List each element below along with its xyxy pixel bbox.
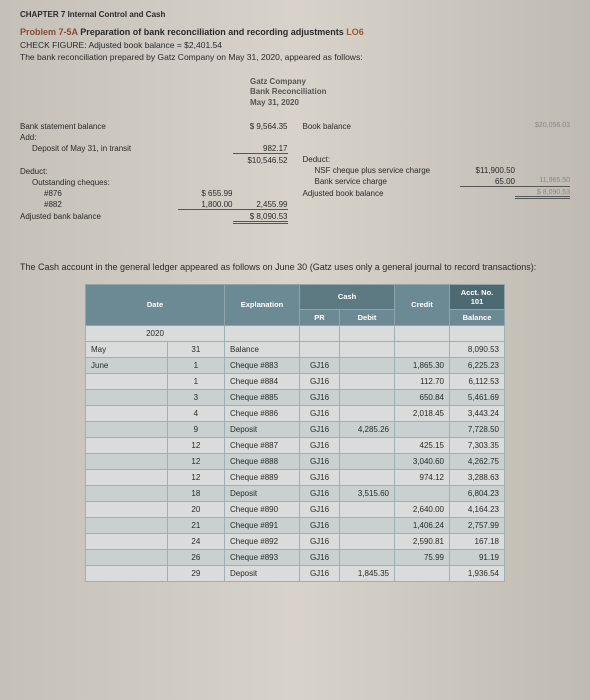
adj-book-label: Adjusted book balance xyxy=(303,189,516,199)
deduct-label-left: Deduct: xyxy=(20,167,288,176)
lo-tag: LO6 xyxy=(346,27,364,37)
bank-stmt-val: $ 9,564.35 xyxy=(233,122,288,131)
table-row: 1Cheque #884GJ16112.706,112.53 xyxy=(86,373,505,389)
acct-header: Acct. No. 101 xyxy=(450,284,505,309)
problem-title: Preparation of bank reconciliation and r… xyxy=(80,27,344,37)
cash-header: Cash xyxy=(300,284,395,309)
adj-bank-val: $ 8,090.53 xyxy=(233,212,288,224)
svc-label: Bank service charge xyxy=(303,177,461,187)
svc-total: 11,965.50 xyxy=(515,177,570,187)
problem-line: Problem 7-5A Preparation of bank reconci… xyxy=(20,27,570,37)
table-row: 12Cheque #888GJ163,040.604,262.75 xyxy=(86,453,505,469)
problem-code: Problem 7-5A xyxy=(20,27,78,37)
add-label: Add: xyxy=(20,133,288,142)
col-pr: PR xyxy=(300,309,340,325)
ledger-year: 2020 xyxy=(86,325,225,341)
cheque-882-label: #882 xyxy=(20,200,178,210)
table-row: 24Cheque #892GJ162,590.81167.18 xyxy=(86,533,505,549)
check-figure: CHECK FIGURE: Adjusted book balance = $2… xyxy=(20,40,570,50)
reconciliation-block: Gatz Company Bank Reconciliation May 31,… xyxy=(20,77,570,246)
table-row: 12Cheque #887GJ16425.157,303.35 xyxy=(86,437,505,453)
recon-date: May 31, 2020 xyxy=(250,98,326,108)
table-row: 20Cheque #890GJ162,640.004,164.23 xyxy=(86,501,505,517)
table-row: June1Cheque #883GJ161,865.306,225.23 xyxy=(86,357,505,373)
cheque-882-val: 1,800.00 xyxy=(178,200,233,210)
deposit-val: 982.17 xyxy=(233,144,288,154)
intro-text: The bank reconciliation prepared by Gatz… xyxy=(20,52,570,62)
outstanding-total: 2,455.99 xyxy=(233,200,288,210)
recon-header: Gatz Company Bank Reconciliation May 31,… xyxy=(250,77,326,108)
deposit-label: Deposit of May 31, in transit xyxy=(20,144,233,154)
cheque-876-val: $ 655.99 xyxy=(178,189,233,198)
chapter-header: CHAPTER 7 Internal Control and Cash xyxy=(20,10,570,19)
middle-paragraph: The Cash account in the general ledger a… xyxy=(20,261,570,274)
adj-book-val: $ 8,090.53 xyxy=(515,189,570,199)
recon-title: Bank Reconciliation xyxy=(250,87,326,97)
recon-company: Gatz Company xyxy=(250,77,326,87)
nsf-val: $11,900.50 xyxy=(460,166,515,175)
table-row: 26Cheque #893GJ1675.9991.19 xyxy=(86,549,505,565)
svc-val: 65.00 xyxy=(460,177,515,187)
deduct-label-right: Deduct: xyxy=(303,155,571,164)
ledger-table: Date Explanation Cash Credit Acct. No. 1… xyxy=(85,284,505,582)
table-row: May31Balance8,090.53 xyxy=(86,341,505,357)
table-row: 29DepositGJ161,845.351,936.54 xyxy=(86,565,505,581)
cheque-876-label: #876 xyxy=(20,189,178,198)
book-bal-val: $20,056.03 xyxy=(515,122,570,131)
left-subtotal: $10,546.52 xyxy=(233,156,288,165)
outstanding-label: Outstanding cheques: xyxy=(20,178,288,187)
table-row: 9DepositGJ164,285.267,728.50 xyxy=(86,421,505,437)
nsf-label: NSF cheque plus service charge xyxy=(303,166,461,175)
table-row: 21Cheque #891GJ161,406.242,757.99 xyxy=(86,517,505,533)
col-date: Date xyxy=(86,284,225,325)
col-credit: Credit xyxy=(395,284,450,325)
bank-stmt-label: Bank statement balance xyxy=(20,122,233,131)
col-debit: Debit xyxy=(340,309,395,325)
table-row: 12Cheque #889GJ16974.123,288.63 xyxy=(86,469,505,485)
table-row: 3Cheque #885GJ16650.845,461.69 xyxy=(86,389,505,405)
book-bal-label: Book balance xyxy=(303,122,516,131)
adj-bank-label: Adjusted bank balance xyxy=(20,212,233,224)
table-row: 18DepositGJ163,515.606,804.23 xyxy=(86,485,505,501)
table-row: 4Cheque #886GJ162,018.453,443.24 xyxy=(86,405,505,421)
col-balance: Balance xyxy=(450,309,505,325)
col-explanation: Explanation xyxy=(225,284,300,325)
